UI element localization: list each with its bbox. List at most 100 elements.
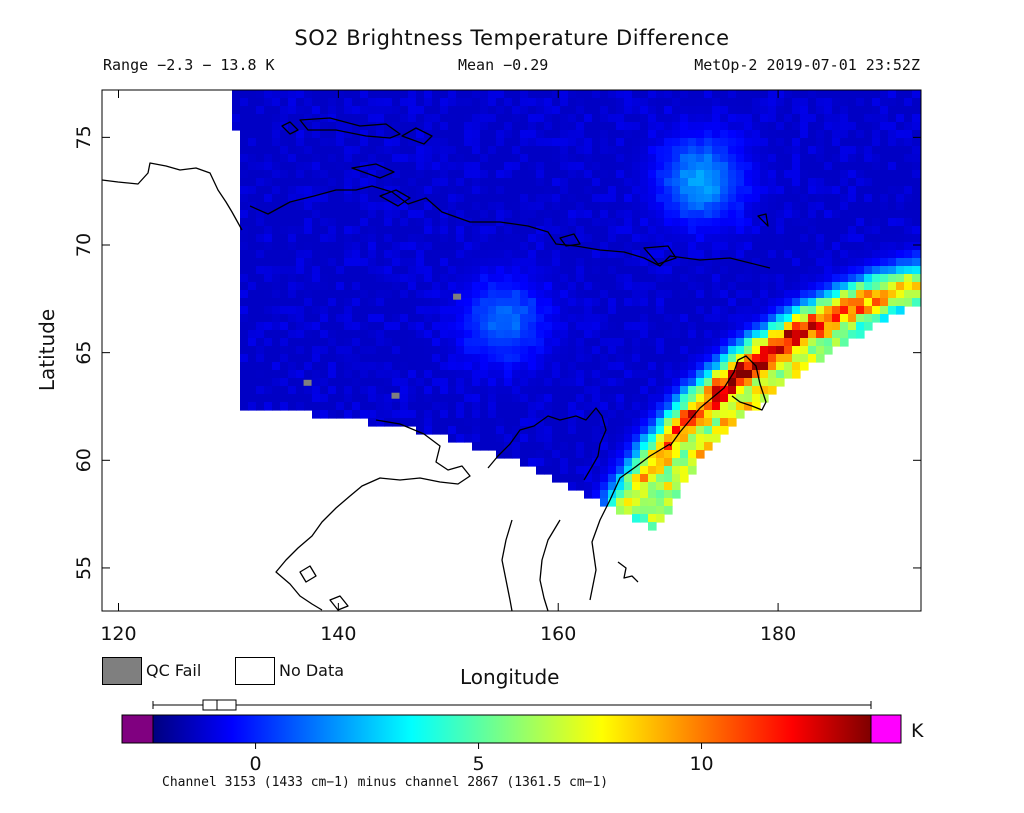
- swath-cell: [560, 402, 569, 411]
- swath-cell: [536, 314, 545, 323]
- swath-cell: [904, 298, 913, 307]
- swath-cell: [768, 314, 777, 323]
- swath-cell: [288, 370, 297, 379]
- swath-cell: [432, 298, 441, 307]
- swath-cell: [848, 146, 857, 155]
- swath-cell: [312, 346, 321, 355]
- swath-cell: [680, 458, 689, 467]
- swath-cell: [312, 258, 321, 267]
- swath-cell: [288, 242, 297, 251]
- swath-cell: [368, 258, 377, 267]
- swath-cell: [816, 138, 825, 147]
- swath-cell: [664, 210, 673, 219]
- colorbar-gradient: [152, 714, 872, 744]
- swath-cell: [688, 354, 697, 363]
- swath-cell: [336, 146, 345, 155]
- swath-cell: [272, 138, 281, 147]
- swath-cell: [760, 386, 769, 395]
- swath-cell: [792, 90, 801, 99]
- swath-cell: [344, 202, 353, 211]
- swath-cell: [456, 114, 465, 123]
- swath-cell: [600, 314, 609, 323]
- swath-cell: [640, 98, 649, 107]
- swath-cell: [376, 338, 385, 347]
- swath-cell: [744, 242, 753, 251]
- swath-cell: [736, 250, 745, 259]
- swath-cell: [360, 266, 369, 275]
- swath-cell: [744, 282, 753, 291]
- swath-cell: [496, 194, 505, 203]
- swath-cell: [504, 362, 513, 371]
- swath-cell: [512, 386, 521, 395]
- swath-cell: [568, 194, 577, 203]
- swath-cell: [600, 250, 609, 259]
- swath-cell: [808, 250, 817, 259]
- swath-cell: [616, 162, 625, 171]
- swath-cell: [504, 434, 513, 443]
- swath-cell: [696, 418, 705, 427]
- swath-cell: [544, 394, 553, 403]
- swath-cell: [536, 154, 545, 163]
- swath-cell: [680, 146, 689, 155]
- swath-cell: [744, 290, 753, 299]
- swath-cell: [616, 386, 625, 395]
- swath-cell: [320, 122, 329, 131]
- swath-cell: [616, 322, 625, 331]
- swath-cell: [328, 258, 337, 267]
- swath-cell: [336, 378, 345, 387]
- swath-cell: [688, 458, 697, 467]
- swath-cell: [592, 282, 601, 291]
- swath-cell: [512, 266, 521, 275]
- swath-cell: [792, 258, 801, 267]
- swath-cell: [696, 154, 705, 163]
- swath-cell: [344, 218, 353, 227]
- swath-cell: [496, 106, 505, 115]
- swath-cell: [688, 90, 697, 99]
- swath-cell: [456, 122, 465, 131]
- swath-cell: [888, 154, 897, 163]
- swath-cell: [576, 170, 585, 179]
- swath-cell: [248, 194, 257, 203]
- swath-cell: [864, 266, 873, 275]
- swath-cell: [744, 162, 753, 171]
- swath-cell: [384, 218, 393, 227]
- swath-cell: [656, 162, 665, 171]
- swath-cell: [320, 322, 329, 331]
- swath-cell: [864, 170, 873, 179]
- swath-cell: [384, 298, 393, 307]
- swath-cell: [672, 226, 681, 235]
- swath-cell: [696, 450, 705, 459]
- swath-cell: [704, 250, 713, 259]
- swath-cell: [376, 210, 385, 219]
- swath-cell: [616, 282, 625, 291]
- swath-cell: [496, 146, 505, 155]
- swath-cell: [536, 274, 545, 283]
- swath-cell: [480, 146, 489, 155]
- swath-cell: [544, 114, 553, 123]
- swath-cell: [776, 282, 785, 291]
- swath-cell: [672, 98, 681, 107]
- swath-cell: [552, 210, 561, 219]
- swath-cell: [392, 226, 401, 235]
- swath-cell: [760, 258, 769, 267]
- swath-cell: [640, 474, 649, 483]
- swath-cell: [728, 330, 737, 339]
- swath-cell: [264, 162, 273, 171]
- swath-cell: [496, 98, 505, 107]
- swath-cell: [240, 394, 249, 403]
- swath-cell: [720, 162, 729, 171]
- swath-cell: [712, 346, 721, 355]
- swath-cell: [320, 162, 329, 171]
- swath-cell: [728, 178, 737, 187]
- swath-cell: [856, 170, 865, 179]
- swath-cell: [392, 274, 401, 283]
- swath-cell: [552, 250, 561, 259]
- swath-cell: [384, 250, 393, 259]
- swath-cell: [288, 234, 297, 243]
- swath-cell: [680, 106, 689, 115]
- swath-cell: [592, 346, 601, 355]
- swath-cell: [880, 290, 889, 299]
- swath-cell: [296, 202, 305, 211]
- swath-cell: [808, 242, 817, 251]
- swath-cell: [552, 202, 561, 211]
